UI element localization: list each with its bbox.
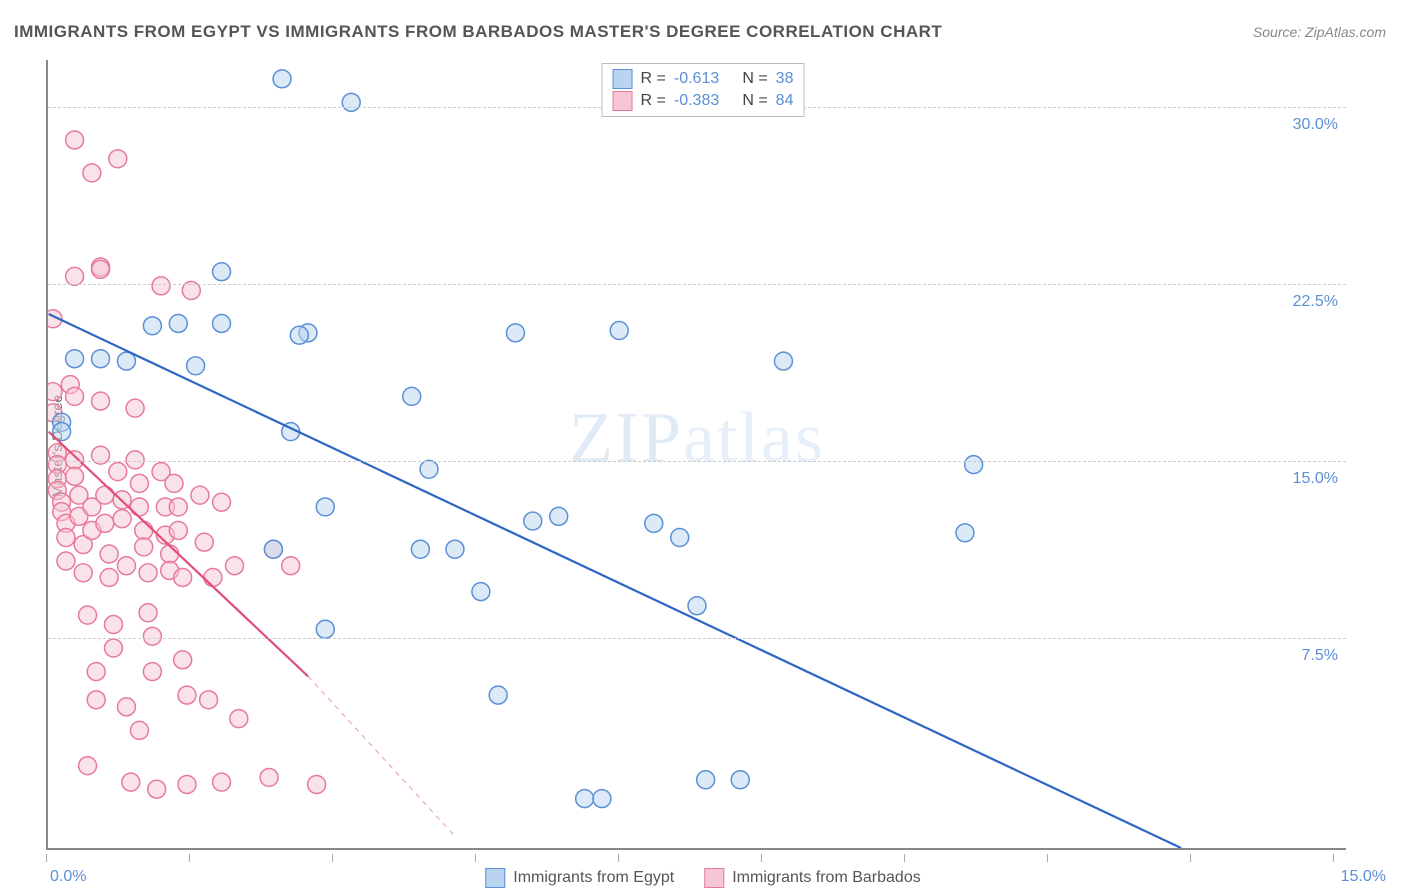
source-link[interactable]: ZipAtlas.com — [1305, 24, 1386, 40]
series-label: Immigrants from Barbados — [732, 869, 921, 887]
x-tick-max: 15.0% — [1341, 868, 1386, 886]
legend-swatch — [613, 91, 633, 111]
chart-svg — [48, 60, 1346, 848]
x-minor-tick — [618, 854, 619, 862]
series-legend-item: Immigrants from Egypt — [485, 868, 674, 888]
legend-row: R = -0.383 N = 84 — [613, 90, 794, 112]
gridline — [48, 284, 1346, 285]
plot-area: ZIPatlas 7.5% 15.0% 22.5% 30.0% — [46, 60, 1346, 850]
y-tick-label: 7.5% — [1302, 647, 1338, 665]
legend-n-label: N = — [738, 92, 768, 110]
x-minor-tick — [1190, 854, 1191, 862]
x-minor-tick — [189, 854, 190, 862]
legend-row: R = -0.613 N = 38 — [613, 68, 794, 90]
correlation-legend: R = -0.613 N = 38 R = -0.383 N = 84 — [602, 63, 805, 117]
y-tick-label: 30.0% — [1293, 116, 1338, 134]
legend-n-value: 84 — [776, 92, 794, 110]
x-minor-tick — [761, 854, 762, 862]
legend-swatch — [613, 69, 633, 89]
x-minor-tick — [475, 854, 476, 862]
y-tick-label: 15.0% — [1293, 470, 1338, 488]
source-attribution: Source: ZipAtlas.com — [1253, 24, 1386, 40]
series-legend-item: Immigrants from Barbados — [704, 868, 921, 888]
watermark: ZIPatlas — [569, 397, 825, 480]
gridline — [48, 638, 1346, 639]
source-label: Source: — [1253, 24, 1301, 40]
legend-r-label: R = — [641, 70, 666, 88]
legend-r-value: -0.613 — [674, 70, 730, 88]
legend-swatch — [704, 868, 724, 888]
legend-n-label: N = — [738, 70, 768, 88]
x-minor-tick — [1047, 854, 1048, 862]
x-minor-tick — [1333, 854, 1334, 862]
y-tick-label: 22.5% — [1293, 293, 1338, 311]
x-minor-tick — [332, 854, 333, 862]
legend-n-value: 38 — [776, 70, 794, 88]
gridline — [48, 461, 1346, 462]
x-tick-min: 0.0% — [50, 868, 86, 886]
legend-swatch — [485, 868, 505, 888]
series-legend: Immigrants from Egypt Immigrants from Bar… — [485, 868, 920, 888]
series-label: Immigrants from Egypt — [513, 869, 674, 887]
chart-title: IMMIGRANTS FROM EGYPT VS IMMIGRANTS FROM… — [14, 22, 942, 42]
legend-r-value: -0.383 — [674, 92, 730, 110]
legend-r-label: R = — [641, 92, 666, 110]
x-minor-tick — [46, 854, 47, 862]
x-minor-tick — [904, 854, 905, 862]
